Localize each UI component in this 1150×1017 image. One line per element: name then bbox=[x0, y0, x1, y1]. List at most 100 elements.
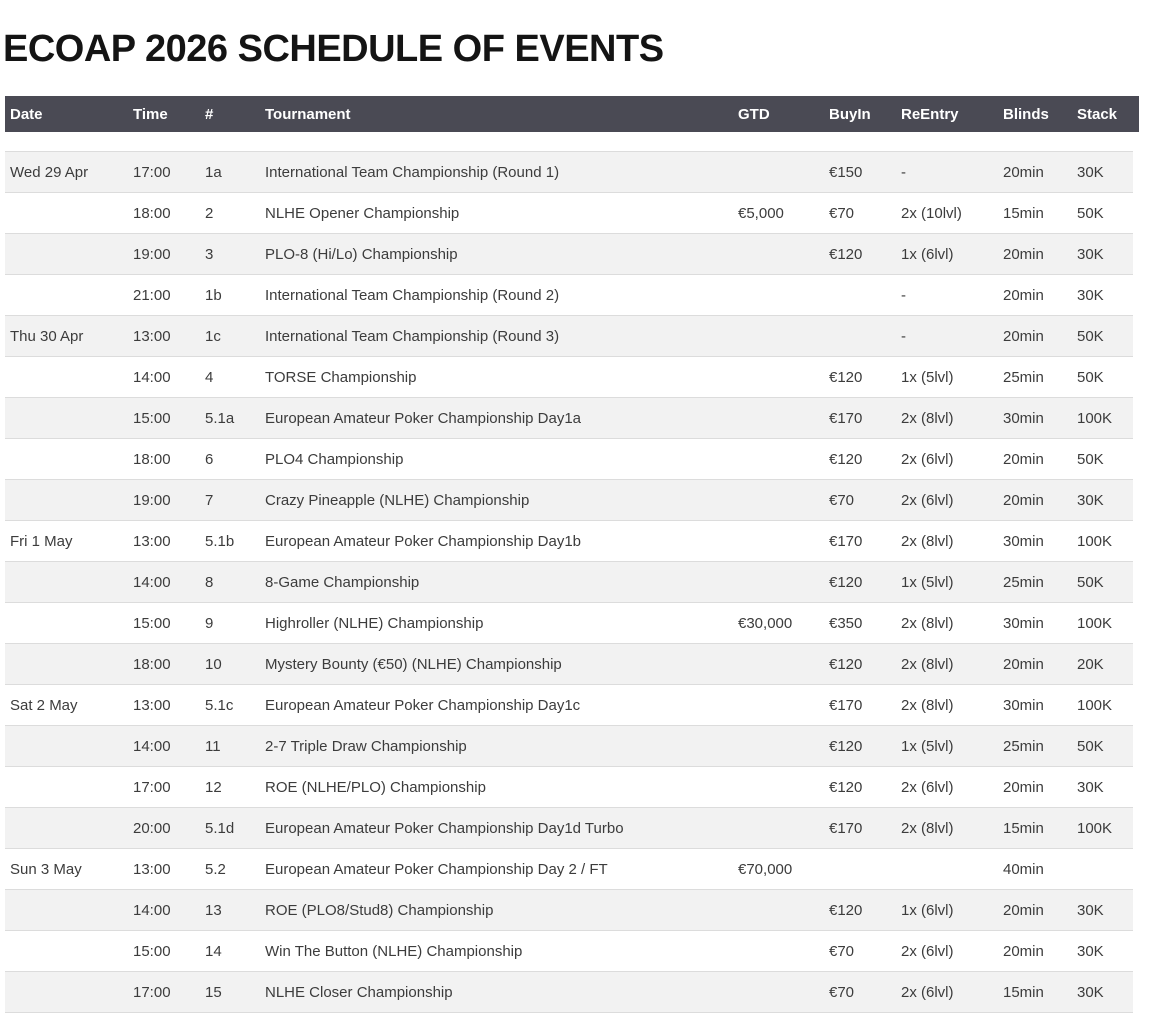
cell-num: 3 bbox=[205, 245, 214, 263]
column-header-date: Date bbox=[10, 105, 43, 123]
cell-stack: 30K bbox=[1077, 942, 1104, 960]
cell-num: 14 bbox=[205, 942, 222, 960]
cell-tournament: European Amateur Poker Championship Day1… bbox=[265, 819, 624, 837]
cell-num: 12 bbox=[205, 778, 222, 796]
cell-buyin: €70 bbox=[829, 491, 855, 509]
table-row: Fri 1 May 13:00 5.1b European Amateur Poker… bbox=[5, 521, 1133, 562]
cell-date: Wed 29 Apr bbox=[10, 163, 89, 181]
cell-gtd: €30,000 bbox=[738, 614, 793, 632]
cell-stack: 30K bbox=[1077, 491, 1104, 509]
table-row: 19:00 7 Crazy Pineapple (NLHE) Championshi… bbox=[5, 480, 1133, 521]
table-row: 21:00 1b International Team Championship (… bbox=[5, 275, 1133, 316]
cell-num: 1c bbox=[205, 327, 221, 345]
cell-reentry: 2x (6lvl) bbox=[901, 491, 954, 509]
cell-buyin: €170 bbox=[829, 532, 863, 550]
cell-reentry: 2x (6lvl) bbox=[901, 778, 954, 796]
cell-blinds: 20min bbox=[1003, 942, 1044, 960]
cell-reentry: 2x (8lvl) bbox=[901, 409, 954, 427]
cell-tournament: European Amateur Poker Championship Day … bbox=[265, 860, 608, 878]
cell-buyin: €120 bbox=[829, 901, 863, 919]
cell-reentry: 2x (6lvl) bbox=[901, 942, 954, 960]
cell-stack: 50K bbox=[1077, 327, 1104, 345]
cell-num: 5.1a bbox=[205, 409, 235, 427]
cell-time: 14:00 bbox=[133, 368, 171, 386]
cell-buyin: €170 bbox=[829, 696, 863, 714]
cell-blinds: 15min bbox=[1003, 819, 1044, 837]
cell-time: 20:00 bbox=[133, 819, 171, 837]
cell-num: 5.1b bbox=[205, 532, 235, 550]
table-row: 15:00 9 Highroller (NLHE) Championship €30,… bbox=[5, 603, 1133, 644]
schedule-table: Date Time # Tournament GTD BuyIn ReEntry Blinds… bbox=[5, 96, 1139, 1013]
cell-time: 17:00 bbox=[133, 163, 171, 181]
cell-time: 15:00 bbox=[133, 409, 171, 427]
cell-buyin: €170 bbox=[829, 409, 863, 427]
cell-num: 10 bbox=[205, 655, 222, 673]
cell-reentry: 2x (6lvl) bbox=[901, 450, 954, 468]
cell-blinds: 20min bbox=[1003, 491, 1044, 509]
cell-stack: 30K bbox=[1077, 778, 1104, 796]
cell-num: 7 bbox=[205, 491, 214, 509]
table-row: 14:00 4 TORSE Championship €120 1x (5lvl) 25m… bbox=[5, 357, 1133, 398]
table-row: 19:00 3 PLO-8 (Hi/Lo) Championship €120 1x (… bbox=[5, 234, 1133, 275]
table-row: 15:00 14 Win The Button (NLHE) Championshi… bbox=[5, 931, 1133, 972]
cell-num: 4 bbox=[205, 368, 214, 386]
table-row: 17:00 15 NLHE Closer Championship €70 2x (6l… bbox=[5, 972, 1133, 1013]
column-header-time: Time bbox=[133, 105, 168, 123]
cell-stack: 30K bbox=[1077, 163, 1104, 181]
cell-time: 15:00 bbox=[133, 614, 171, 632]
column-header-reentry: ReEntry bbox=[901, 105, 959, 123]
cell-blinds: 20min bbox=[1003, 901, 1044, 919]
cell-stack: 30K bbox=[1077, 286, 1104, 304]
cell-time: 18:00 bbox=[133, 204, 171, 222]
cell-tournament: 2-7 Triple Draw Championship bbox=[265, 737, 467, 755]
cell-stack: 30K bbox=[1077, 983, 1104, 1001]
cell-reentry: 1x (5lvl) bbox=[901, 573, 954, 591]
cell-gtd: €70,000 bbox=[738, 860, 793, 878]
cell-date: Sun 3 May bbox=[10, 860, 82, 878]
cell-tournament: Crazy Pineapple (NLHE) Championship bbox=[265, 491, 530, 509]
cell-tournament: PLO4 Championship bbox=[265, 450, 404, 468]
cell-gtd: €5,000 bbox=[738, 204, 784, 222]
cell-time: 13:00 bbox=[133, 860, 171, 878]
cell-buyin: €120 bbox=[829, 450, 863, 468]
cell-reentry: 1x (6lvl) bbox=[901, 901, 954, 919]
table-header-row: Date Time # Tournament GTD BuyIn ReEntry Blinds… bbox=[5, 96, 1139, 132]
table-row: 15:00 5.1a European Amateur Poker Champion… bbox=[5, 398, 1133, 439]
column-header-stack: Stack bbox=[1077, 105, 1118, 123]
cell-time: 19:00 bbox=[133, 491, 171, 509]
cell-tournament: Mystery Bounty (€50) (NLHE) Championship bbox=[265, 655, 562, 673]
table-row: Sun 3 May 13:00 5.2 European Amateur Poker … bbox=[5, 849, 1133, 890]
cell-date: Thu 30 Apr bbox=[10, 327, 84, 345]
table-row: 14:00 8 8-Game Championship €120 1x (5lvl) 25… bbox=[5, 562, 1133, 603]
cell-reentry: - bbox=[901, 286, 906, 304]
cell-num: 11 bbox=[205, 737, 221, 755]
cell-buyin: €350 bbox=[829, 614, 863, 632]
cell-num: 5.1d bbox=[205, 819, 235, 837]
cell-blinds: 20min bbox=[1003, 286, 1044, 304]
cell-tournament: International Team Championship (Round 1… bbox=[265, 163, 560, 181]
cell-stack: 100K bbox=[1077, 409, 1113, 427]
cell-reentry: - bbox=[901, 327, 906, 345]
cell-time: 18:00 bbox=[133, 450, 171, 468]
cell-stack: 30K bbox=[1077, 901, 1104, 919]
cell-stack: 50K bbox=[1077, 368, 1104, 386]
cell-blinds: 25min bbox=[1003, 737, 1044, 755]
page-title: ECOAP 2026 SCHEDULE OF EVENTS bbox=[3, 28, 664, 70]
cell-tournament: European Amateur Poker Championship Day1… bbox=[265, 696, 581, 714]
cell-buyin: €170 bbox=[829, 819, 863, 837]
cell-time: 21:00 bbox=[133, 286, 171, 304]
cell-num: 13 bbox=[205, 901, 222, 919]
cell-stack: 50K bbox=[1077, 450, 1104, 468]
column-header-tournament: Tournament bbox=[265, 105, 351, 123]
cell-date: Fri 1 May bbox=[10, 532, 73, 550]
cell-buyin: €120 bbox=[829, 655, 863, 673]
cell-time: 15:00 bbox=[133, 942, 171, 960]
cell-stack: 50K bbox=[1077, 737, 1104, 755]
cell-tournament: NLHE Closer Championship bbox=[265, 983, 453, 1001]
column-header-num: # bbox=[205, 105, 214, 123]
cell-tournament: NLHE Opener Championship bbox=[265, 204, 460, 222]
cell-time: 13:00 bbox=[133, 696, 171, 714]
cell-time: 17:00 bbox=[133, 778, 171, 796]
cell-tournament: PLO-8 (Hi/Lo) Championship bbox=[265, 245, 458, 263]
